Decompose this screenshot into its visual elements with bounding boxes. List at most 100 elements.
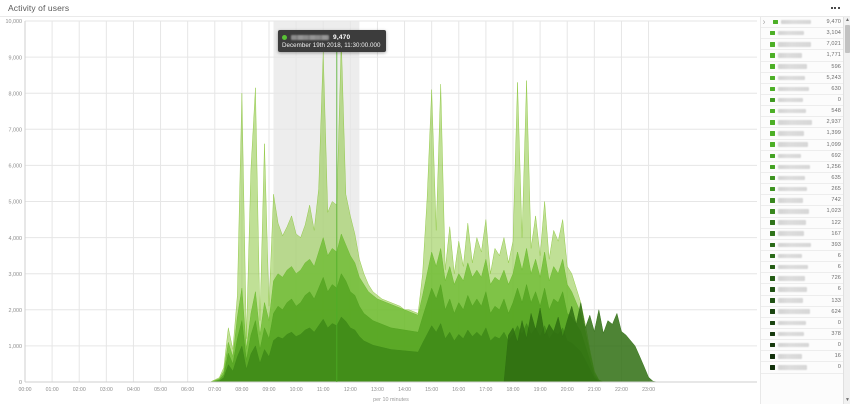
legend-series-label-redacted xyxy=(777,75,805,81)
legend-series-value: 6 xyxy=(837,264,841,271)
legend-list[interactable]: 9,470 3,104 7,021 1,771 596 5,243 630 0 548 2,937… xyxy=(761,17,844,374)
legend-series-value: 596 xyxy=(831,63,841,70)
legend-series-value: 167 xyxy=(831,230,841,237)
legend-series-label-redacted xyxy=(777,142,808,147)
x-axis-tick-label: 11:00 xyxy=(317,387,330,393)
legend-row[interactable]: 6 xyxy=(761,284,844,296)
y-axis-tick-label: 6,000 xyxy=(9,164,23,170)
x-axis-tick-label: 17:00 xyxy=(479,387,492,393)
legend-series-swatch-icon xyxy=(770,198,775,203)
chart-canvas[interactable]: 0 1,000 2,000 3,000 4,000 5,000 6,000 7,000 8,00… xyxy=(0,17,760,404)
legend-row[interactable]: 133 xyxy=(761,296,844,307)
legend-row[interactable]: 16 xyxy=(761,351,844,363)
legend-series-label-redacted xyxy=(777,120,812,125)
legend-row[interactable]: 122 xyxy=(761,218,844,229)
legend-series-value: 1,023 xyxy=(826,208,841,215)
y-axis-tick-label: 9,000 xyxy=(9,55,23,61)
legend-row[interactable]: 692 xyxy=(761,151,844,162)
legend-series-swatch-icon xyxy=(770,264,775,270)
legend-series-swatch-icon xyxy=(770,276,775,281)
legend-row[interactable]: 630 xyxy=(761,84,844,95)
legend-row[interactable]: 9,470 xyxy=(761,17,844,29)
legend-series-label-redacted xyxy=(777,276,805,281)
legend-row[interactable]: 265 xyxy=(761,184,844,196)
legend-scrollbar-thumb[interactable] xyxy=(845,25,850,53)
legend-row[interactable]: 393 xyxy=(761,240,844,251)
legend-collapse-chevron-right-icon[interactable]: › xyxy=(763,18,765,28)
legend-row[interactable]: 635 xyxy=(761,173,844,185)
legend-series-label-redacted xyxy=(777,97,803,103)
legend-series-value: 0 xyxy=(837,364,841,371)
legend-series-label-redacted xyxy=(777,164,810,170)
legend-series-swatch-icon xyxy=(770,64,775,69)
x-axis-tick-label: 16:00 xyxy=(452,387,465,393)
legend-row[interactable]: 0 xyxy=(761,340,844,352)
legend-row[interactable]: 726 xyxy=(761,273,844,285)
legend-series-label-redacted xyxy=(777,175,805,181)
area-chart[interactable]: 0 1,000 2,000 3,000 4,000 5,000 6,000 7,000 8,00… xyxy=(0,17,760,404)
legend-series-label-redacted xyxy=(777,86,809,92)
legend-series-swatch-icon xyxy=(770,342,775,348)
legend-row[interactable]: 1,399 xyxy=(761,128,844,140)
legend-scrollbar[interactable]: ▲ ▼ xyxy=(843,17,850,404)
legend-series-label-redacted xyxy=(777,42,811,47)
legend-series-value: 1,399 xyxy=(826,130,841,137)
legend-series-swatch-icon xyxy=(770,75,775,81)
legend-row[interactable]: 167 xyxy=(761,229,844,240)
legend-series-value: 692 xyxy=(831,152,841,159)
legend-row[interactable]: 0 xyxy=(761,362,844,374)
legend-row[interactable]: 0 xyxy=(761,95,844,107)
caret-down-icon[interactable]: ▼ xyxy=(845,397,850,403)
legend-series-swatch-icon xyxy=(770,53,775,58)
legend-series-label-redacted xyxy=(780,19,811,25)
legend-row[interactable]: 1,771 xyxy=(761,50,844,62)
x-axis-tick-label: 02:00 xyxy=(73,387,86,393)
legend-row[interactable]: 378 xyxy=(761,329,844,341)
legend-series-swatch-icon xyxy=(770,298,775,303)
y-axis-tick-label: 5,000 xyxy=(9,200,23,206)
x-axis-tick-label: 01:00 xyxy=(46,387,59,393)
legend-series-value: 5,243 xyxy=(826,74,841,81)
legend-row[interactable]: 5,243 xyxy=(761,73,844,84)
legend-row[interactable]: 3,104 xyxy=(761,28,844,40)
legend-series-label-redacted xyxy=(777,231,804,236)
x-axis-tick-label: 00:00 xyxy=(19,387,32,393)
legend-panel[interactable]: › 9,470 3,104 7,021 1,771 596 5,243 630 0 548 2,9… xyxy=(760,17,850,404)
caret-up-icon[interactable]: ▲ xyxy=(845,17,850,23)
legend-series-value: 393 xyxy=(831,241,841,248)
legend-row[interactable]: 1,099 xyxy=(761,140,844,151)
legend-row[interactable]: 624 xyxy=(761,307,844,318)
x-axis-tick-label: 04:00 xyxy=(127,387,140,393)
legend-series-label-redacted xyxy=(777,209,809,214)
legend-series-value: 1,099 xyxy=(826,141,841,148)
legend-series-label-redacted xyxy=(777,342,809,348)
legend-row[interactable]: 742 xyxy=(761,195,844,207)
legend-row[interactable]: 548 xyxy=(761,106,844,118)
legend-row[interactable]: 0 xyxy=(761,318,844,329)
legend-row[interactable]: 596 xyxy=(761,62,844,73)
legend-series-swatch-icon xyxy=(770,30,775,36)
legend-series-label-redacted xyxy=(777,264,808,270)
legend-series-value: 122 xyxy=(831,219,841,226)
legend-series-value: 0 xyxy=(837,319,841,326)
legend-series-value: 0 xyxy=(837,342,841,349)
legend-row[interactable]: 6 xyxy=(761,262,844,274)
y-axis-tick-label: 4,000 xyxy=(9,236,23,242)
legend-series-label-redacted xyxy=(777,131,804,136)
legend-series-swatch-icon xyxy=(770,242,775,248)
legend-row[interactable]: 2,937 xyxy=(761,117,844,129)
y-axis-tick-label: 8,000 xyxy=(9,91,23,97)
legend-series-value: 1,256 xyxy=(826,163,841,170)
legend-series-swatch-icon xyxy=(770,153,775,158)
legend-row[interactable]: 7,021 xyxy=(761,39,844,51)
legend-series-label-redacted xyxy=(777,298,803,303)
legend-series-label-redacted xyxy=(777,53,802,58)
legend-series-value: 6 xyxy=(837,286,841,293)
kebab-menu-icon[interactable] xyxy=(829,5,842,11)
legend-row[interactable]: 1,256 xyxy=(761,162,844,173)
tooltip-value: 9,470 xyxy=(333,33,351,41)
legend-row[interactable]: 1,023 xyxy=(761,206,844,218)
legend-series-value: 6 xyxy=(837,253,841,260)
legend-series-value: 3,104 xyxy=(826,30,841,37)
legend-row[interactable]: 6 xyxy=(761,251,844,263)
